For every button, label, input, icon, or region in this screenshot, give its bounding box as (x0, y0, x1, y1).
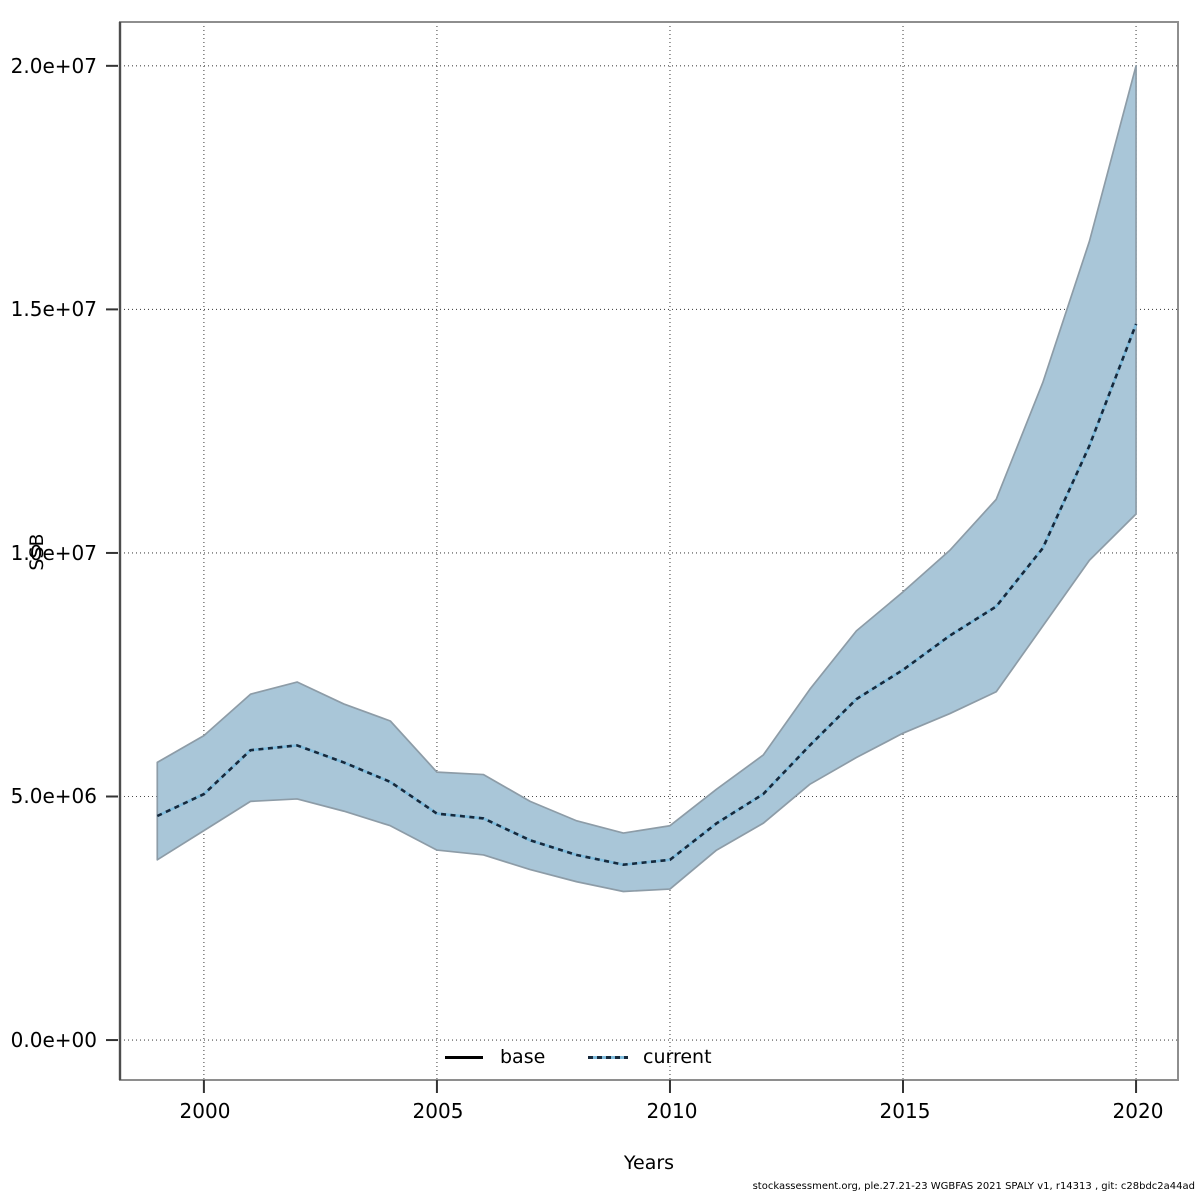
legend-label-current: current (643, 1046, 712, 1068)
x-axis-title: Years (623, 1152, 675, 1174)
xtick-label-2005: 2005 (412, 1099, 464, 1123)
legend-base-line-sample (445, 1056, 483, 1059)
xtick-label-2015: 2015 (879, 1099, 931, 1123)
ytick-label-2: 1.0e+07 (10, 541, 97, 565)
ytick-label-0: 0.0e+00 (10, 1028, 97, 1052)
ytick-label-3: 1.5e+07 (10, 297, 97, 321)
ytick-label-1: 5.0e+06 (10, 784, 97, 808)
current-line-underlay (156, 323, 1138, 867)
ytick-label-4: 2.0e+07 (10, 54, 97, 78)
xtick-label-2000: 2000 (179, 1099, 231, 1123)
xtick-label-2010: 2010 (646, 1099, 698, 1123)
confidence-band (156, 64, 1137, 893)
footer-credit: stockassessment.org, ple.27.21-23 WGBFAS… (752, 1181, 1195, 1192)
legend-label-base: base (500, 1046, 546, 1068)
y-axis-title: SSB (26, 533, 48, 571)
legend-current-line-sample (588, 1056, 628, 1059)
xtick-label-2020: 2020 (1112, 1099, 1164, 1123)
